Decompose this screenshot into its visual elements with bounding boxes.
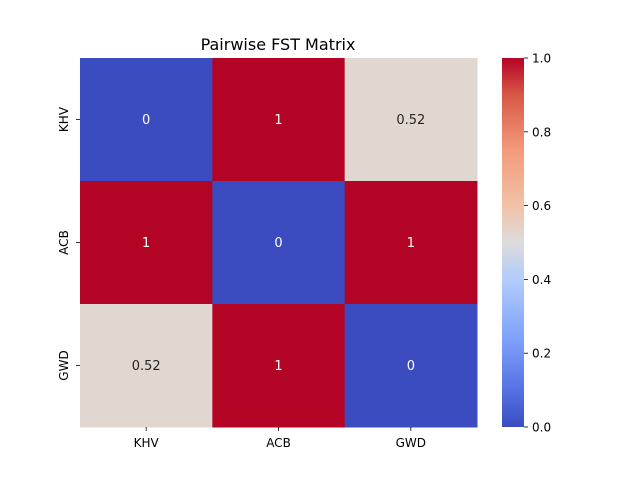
y-tick-label: KHV bbox=[57, 106, 71, 132]
cell-value-label: 1 bbox=[407, 236, 415, 251]
heatmap-cell bbox=[80, 181, 213, 305]
heatmap-cell bbox=[212, 304, 346, 428]
x-axis-ticks: KHV ACB GWD bbox=[134, 427, 426, 450]
colorbar-tick-label: 0.6 bbox=[532, 199, 551, 213]
heatmap-cell bbox=[344, 58, 478, 182]
heatmap-cell bbox=[344, 304, 478, 428]
chart-title: Pairwise FST Matrix bbox=[201, 35, 356, 54]
heatmap-cells: 0 1 0.52 1 0 1 0.52 1 0 bbox=[80, 58, 478, 428]
colorbar-ticks: 0.0 0.2 0.4 0.6 0.8 1.0 bbox=[524, 52, 551, 435]
cell-value-label: 0 bbox=[407, 359, 415, 374]
x-tick-label: GWD bbox=[396, 436, 426, 450]
y-axis-ticks: KHV ACB GWD bbox=[57, 106, 80, 381]
cell-value-label: 0 bbox=[142, 113, 150, 128]
colorbar bbox=[502, 58, 524, 427]
cell-value-label: 0.52 bbox=[396, 113, 425, 128]
x-tick-label: KHV bbox=[134, 436, 160, 450]
heatmap-cell bbox=[80, 58, 213, 182]
x-tick-label: ACB bbox=[266, 436, 291, 450]
colorbar-tick-label: 1.0 bbox=[532, 52, 551, 66]
colorbar-tick-label: 0.2 bbox=[532, 347, 551, 361]
heatmap-cell bbox=[344, 181, 478, 305]
cell-value-label: 0 bbox=[274, 236, 282, 251]
cell-value-label: 0.52 bbox=[132, 359, 161, 374]
colorbar-tick-label: 0.0 bbox=[532, 421, 551, 435]
y-tick-label: GWD bbox=[57, 350, 71, 380]
heatmap-cell bbox=[80, 304, 213, 428]
cell-value-label: 1 bbox=[274, 359, 282, 374]
cell-value-label: 1 bbox=[142, 236, 150, 251]
heatmap-cell bbox=[212, 58, 346, 182]
y-tick-label: ACB bbox=[57, 230, 71, 255]
colorbar-tick-label: 0.4 bbox=[532, 273, 551, 287]
heatmap-cell bbox=[212, 181, 346, 305]
colorbar-tick-label: 0.8 bbox=[532, 125, 551, 139]
cell-value-label: 1 bbox=[274, 113, 282, 128]
